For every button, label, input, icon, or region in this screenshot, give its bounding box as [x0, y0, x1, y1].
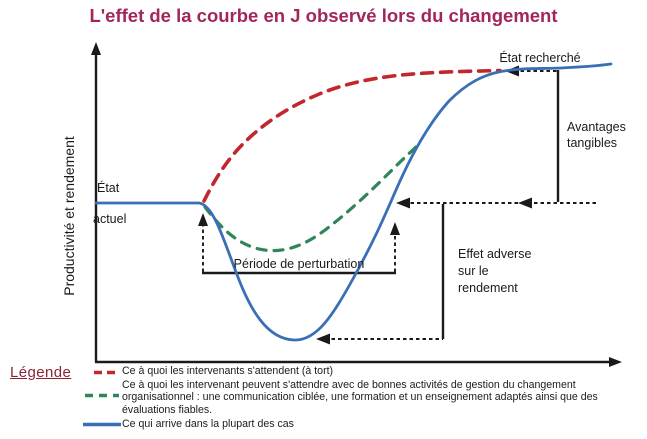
curve-expected: [202, 68, 502, 203]
legend-entry-expected: Ce à quoi les intervenants s'attendent (…: [122, 365, 334, 377]
legend-swatch-actual-icon: [83, 422, 121, 427]
curve-actual: [94, 62, 613, 342]
legend-entry-actual: Ce qui arrive dans la plupart des cas: [122, 418, 294, 430]
arrow-left-baseline-mid-icon: [518, 197, 532, 209]
y-axis-arrow-icon: [91, 42, 101, 55]
legend-entry-managed: Ce à quoi les intervenant peuvent s'atte…: [122, 379, 598, 416]
label-avantages-line1: Avantages: [567, 120, 626, 134]
legend-title: Légende: [10, 364, 72, 381]
arrow-up-periode-right-icon: [390, 222, 400, 235]
page-title: L'effet de la courbe en J observé lors d…: [89, 5, 558, 26]
curve-managed: [203, 143, 420, 253]
label-etat-recherche: État recherché: [499, 50, 580, 65]
label-periode-perturbation: Période de perturbation: [234, 257, 365, 271]
label-etat-actuel-line1: État: [97, 180, 120, 195]
label-effet-line3: rendement: [458, 281, 518, 295]
arrow-up-periode-left-icon: [198, 213, 208, 226]
arrow-left-baseline-icon: [396, 197, 410, 209]
label-effet-line2: sur le: [458, 264, 489, 278]
y-axis-label: Productivité et rendement: [61, 136, 77, 296]
arrow-left-effet-icon: [316, 333, 330, 345]
label-avantages-line2: tangibles: [567, 136, 617, 150]
legend-swatch-expected-icon: [94, 370, 120, 375]
x-axis-arrow-icon: [609, 357, 622, 367]
legend-swatch-managed-icon: [85, 393, 119, 398]
label-etat-actuel-line2: actuel: [93, 212, 126, 226]
label-effet-line1: Effet adverse: [458, 247, 531, 261]
